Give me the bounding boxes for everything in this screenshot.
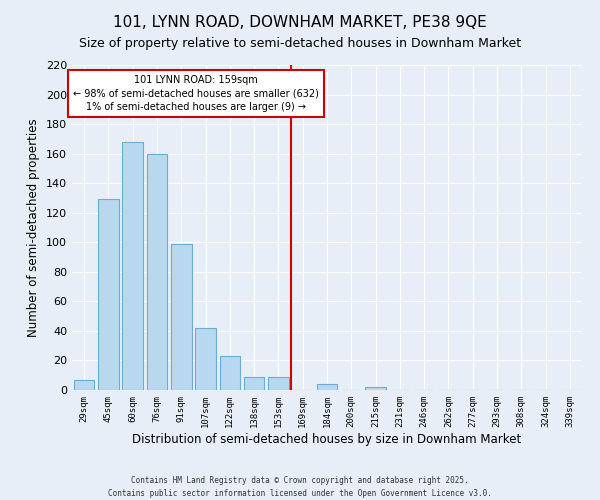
Bar <box>220 356 240 390</box>
Bar <box>244 376 265 390</box>
Bar <box>268 376 289 390</box>
Bar <box>74 380 94 390</box>
Bar <box>146 154 167 390</box>
Y-axis label: Number of semi-detached properties: Number of semi-detached properties <box>28 118 40 337</box>
Bar <box>171 244 191 390</box>
Bar <box>98 200 119 390</box>
Text: Contains HM Land Registry data © Crown copyright and database right 2025.
Contai: Contains HM Land Registry data © Crown c… <box>108 476 492 498</box>
Text: 101 LYNN ROAD: 159sqm
← 98% of semi-detached houses are smaller (632)
1% of semi: 101 LYNN ROAD: 159sqm ← 98% of semi-deta… <box>73 76 319 112</box>
Bar <box>317 384 337 390</box>
Text: 101, LYNN ROAD, DOWNHAM MARKET, PE38 9QE: 101, LYNN ROAD, DOWNHAM MARKET, PE38 9QE <box>113 15 487 30</box>
Bar <box>365 387 386 390</box>
X-axis label: Distribution of semi-detached houses by size in Downham Market: Distribution of semi-detached houses by … <box>133 432 521 446</box>
Bar <box>122 142 143 390</box>
Bar <box>195 328 216 390</box>
Text: Size of property relative to semi-detached houses in Downham Market: Size of property relative to semi-detach… <box>79 38 521 51</box>
